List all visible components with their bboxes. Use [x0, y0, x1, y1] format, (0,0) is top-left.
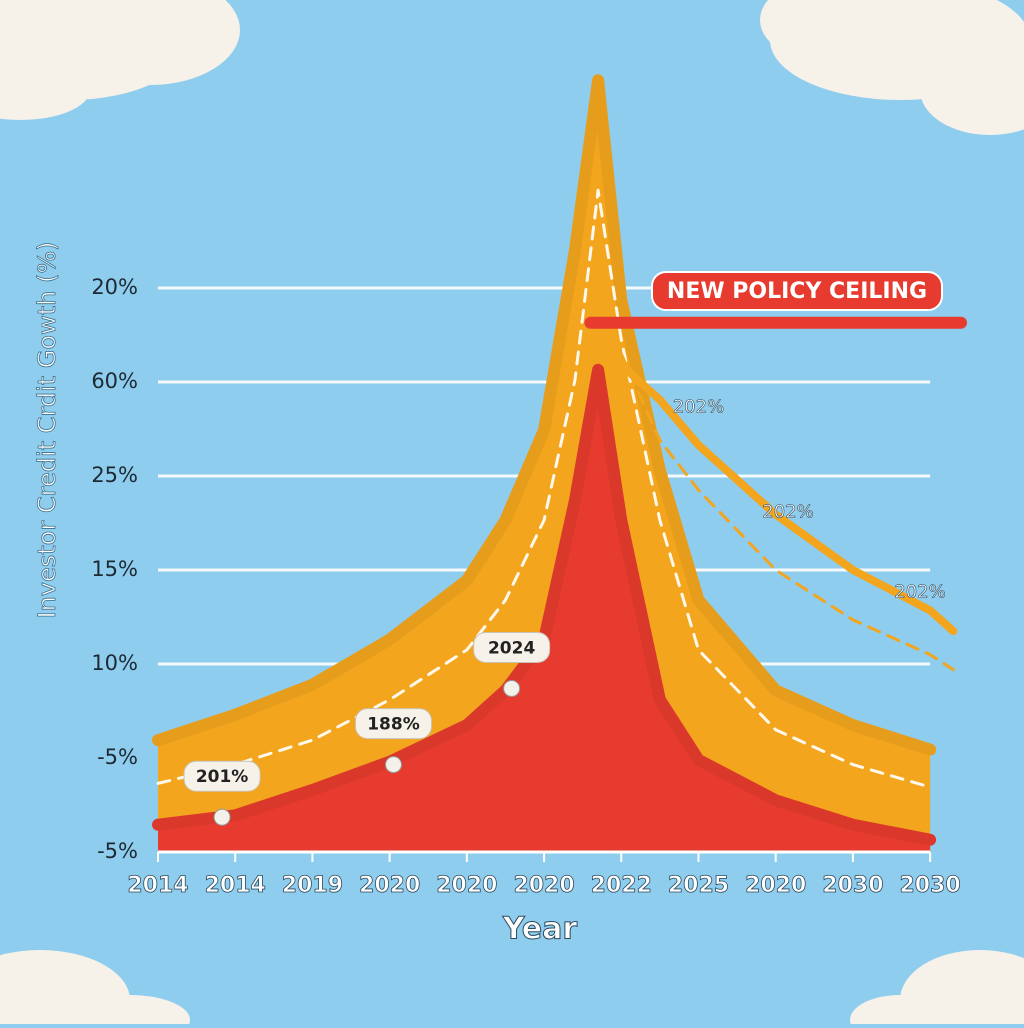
data-point	[503, 679, 521, 697]
data-point	[213, 808, 231, 826]
y-tick-label: -5%	[97, 839, 138, 863]
point-label-box	[354, 708, 432, 740]
x-tick-label: 2014	[205, 873, 266, 898]
x-tick-label: 2025	[668, 873, 729, 898]
line	[594, 346, 958, 636]
x-tick-label: 2019	[282, 873, 343, 898]
point-label: 2024	[488, 638, 535, 658]
x-tick-label: 2030	[899, 873, 960, 898]
y-tick-label: 20%	[91, 275, 138, 299]
dashed-line	[156, 188, 932, 789]
x-tick-label: 2022	[591, 873, 652, 898]
dashed-line	[619, 352, 955, 672]
point-label: 201%	[196, 767, 249, 787]
y-tick-label: 10%	[91, 651, 138, 675]
x-tick-label: 2020	[745, 873, 806, 898]
ceiling-label: NEW POLICY CEILING	[667, 279, 927, 304]
line-label: 202%	[762, 502, 813, 523]
data-point	[384, 756, 402, 774]
point-label-box	[183, 760, 261, 792]
x-tick-label: 2014	[127, 873, 188, 898]
x-tick-label: 2020	[436, 873, 497, 898]
ceiling-label-box	[651, 271, 943, 311]
x-tick-label: 2020	[359, 873, 420, 898]
point-label-box	[473, 631, 551, 663]
area	[158, 80, 931, 852]
x-axis-label: Year	[502, 912, 578, 947]
area	[158, 369, 931, 852]
line-label: 202%	[673, 396, 724, 417]
area-edge	[152, 74, 937, 756]
point-label: 188%	[367, 715, 420, 735]
area-edge	[152, 363, 937, 846]
y-axis-label: Investor Credit Crdit Gowth (%)	[33, 242, 61, 619]
x-tick-label: 2030	[822, 873, 883, 898]
y-tick-label: 15%	[91, 557, 138, 581]
y-tick-label: 60%	[91, 369, 138, 393]
y-tick-label: 25%	[91, 463, 138, 487]
line-label: 202%	[894, 582, 945, 603]
x-tick-label: 2020	[513, 873, 574, 898]
y-tick-label: -5%	[97, 745, 138, 769]
